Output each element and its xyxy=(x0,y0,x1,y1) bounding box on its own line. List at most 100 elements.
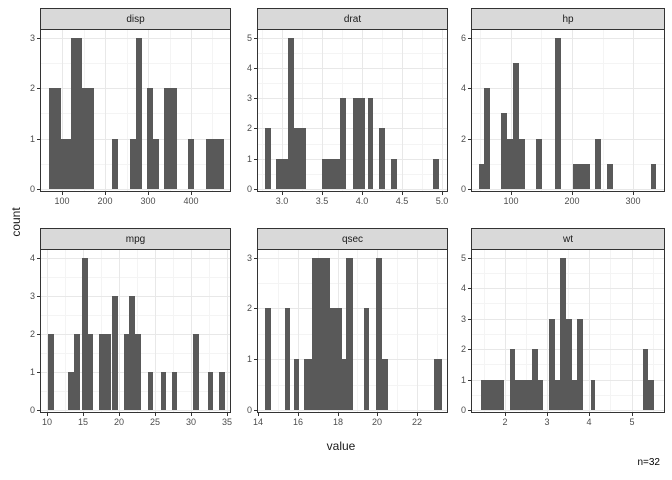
histogram-bar xyxy=(607,164,613,189)
gridline-major-y xyxy=(472,189,664,190)
histogram-bar xyxy=(294,128,306,189)
gridline-minor-y xyxy=(472,164,664,165)
x-tick-mark xyxy=(83,413,84,416)
histogram-bar xyxy=(555,380,560,410)
histogram-bar xyxy=(484,88,490,189)
x-tick-label: 20 xyxy=(371,417,382,427)
gridline-minor-x xyxy=(526,250,527,412)
histogram-bar xyxy=(368,98,373,189)
gridline-major-y xyxy=(472,139,664,140)
x-tick-label: 3.5 xyxy=(315,196,329,206)
histogram-bar xyxy=(566,319,572,410)
histogram-bar xyxy=(538,380,543,410)
x-tick-mark xyxy=(62,192,63,195)
y-tick-label: 4 xyxy=(460,83,466,93)
x-tick-label: 2 xyxy=(502,417,508,427)
histogram-bar xyxy=(130,139,136,189)
gridline-major-y xyxy=(258,159,447,160)
histogram-bar xyxy=(68,372,74,410)
x-tick-label: 20 xyxy=(113,417,124,427)
gridline-minor-x xyxy=(422,30,423,191)
y-axis-title: count xyxy=(9,207,23,237)
y-tick-label: 3 xyxy=(246,253,252,263)
histogram-bar xyxy=(294,359,299,410)
gridline-major-x xyxy=(105,30,106,191)
y-tick-mark xyxy=(468,349,471,350)
facet-panel-mpg xyxy=(40,249,231,413)
histogram-bar xyxy=(285,308,290,410)
histogram-bar xyxy=(74,334,80,410)
x-tick-label: 18 xyxy=(332,417,343,427)
x-tick-mark xyxy=(362,192,363,195)
gridline-major-x xyxy=(417,250,418,412)
histogram-bar xyxy=(555,38,561,189)
x-tick-label: 100 xyxy=(54,196,70,206)
x-tick-mark xyxy=(155,413,156,416)
histogram-bar xyxy=(346,258,353,410)
gridline-major-x xyxy=(298,250,299,412)
gridline-minor-x xyxy=(209,250,210,412)
facet-strip-disp: disp xyxy=(40,8,231,29)
y-tick-mark xyxy=(37,372,40,373)
y-tick-mark xyxy=(37,334,40,335)
x-tick-label: 5.0 xyxy=(435,196,449,206)
histogram-bar xyxy=(153,139,159,189)
gridline-minor-y xyxy=(472,63,664,64)
gridline-minor-y xyxy=(258,144,447,145)
gridline-major-x xyxy=(402,30,403,191)
y-tick-mark xyxy=(468,380,471,381)
x-tick-label: 300 xyxy=(140,196,156,206)
gridline-major-y xyxy=(472,258,664,259)
histogram-bar xyxy=(265,128,271,189)
x-tick-mark xyxy=(191,192,192,195)
gridline-minor-x xyxy=(382,30,383,191)
y-tick-label: 2 xyxy=(460,134,466,144)
x-tick-label: 22 xyxy=(411,417,422,427)
histogram-bar xyxy=(61,139,71,189)
x-tick-label: 4.5 xyxy=(395,196,409,206)
y-tick-label: 1 xyxy=(29,367,35,377)
gridline-major-x xyxy=(155,250,156,412)
y-tick-label: 6 xyxy=(460,33,466,43)
histogram-bar xyxy=(304,359,312,410)
gridline-minor-x xyxy=(262,30,263,191)
histogram-bar xyxy=(510,349,515,410)
histogram-bar xyxy=(549,319,555,410)
sample-size-note: n=32 xyxy=(637,457,660,468)
histogram-bar xyxy=(312,258,330,410)
gridline-minor-x xyxy=(484,250,485,412)
histogram-bar xyxy=(172,372,177,410)
x-tick-label: 10 xyxy=(41,417,52,427)
gridline-major-y xyxy=(258,68,447,69)
histogram-bar xyxy=(49,88,61,189)
x-tick-label: 15 xyxy=(77,417,88,427)
gridline-minor-x xyxy=(653,250,654,412)
histogram-bar xyxy=(577,319,583,410)
y-tick-label: 2 xyxy=(460,344,466,354)
x-tick-label: 16 xyxy=(292,417,303,427)
gridline-major-y xyxy=(472,410,664,411)
y-tick-mark xyxy=(254,159,257,160)
x-tick-label: 400 xyxy=(183,196,199,206)
histogram-bar xyxy=(135,334,141,410)
gridline-minor-y xyxy=(258,53,447,54)
histogram-bar xyxy=(288,38,294,189)
histogram-bar xyxy=(330,308,342,410)
facet-panel-drat xyxy=(257,29,448,192)
x-tick-mark xyxy=(511,192,512,195)
x-tick-label: 3.0 xyxy=(275,196,289,206)
y-tick-mark xyxy=(468,288,471,289)
x-tick-mark xyxy=(282,192,283,195)
y-tick-mark xyxy=(254,189,257,190)
gridline-minor-x xyxy=(603,30,604,191)
y-tick-label: 5 xyxy=(460,253,466,263)
gridline-minor-x xyxy=(65,250,66,412)
histogram-bar xyxy=(532,349,538,410)
x-tick-mark xyxy=(377,413,378,416)
y-tick-mark xyxy=(468,258,471,259)
y-tick-mark xyxy=(254,68,257,69)
histogram-bar xyxy=(164,88,177,189)
y-tick-label: 3 xyxy=(29,291,35,301)
gridline-minor-x xyxy=(437,250,438,412)
